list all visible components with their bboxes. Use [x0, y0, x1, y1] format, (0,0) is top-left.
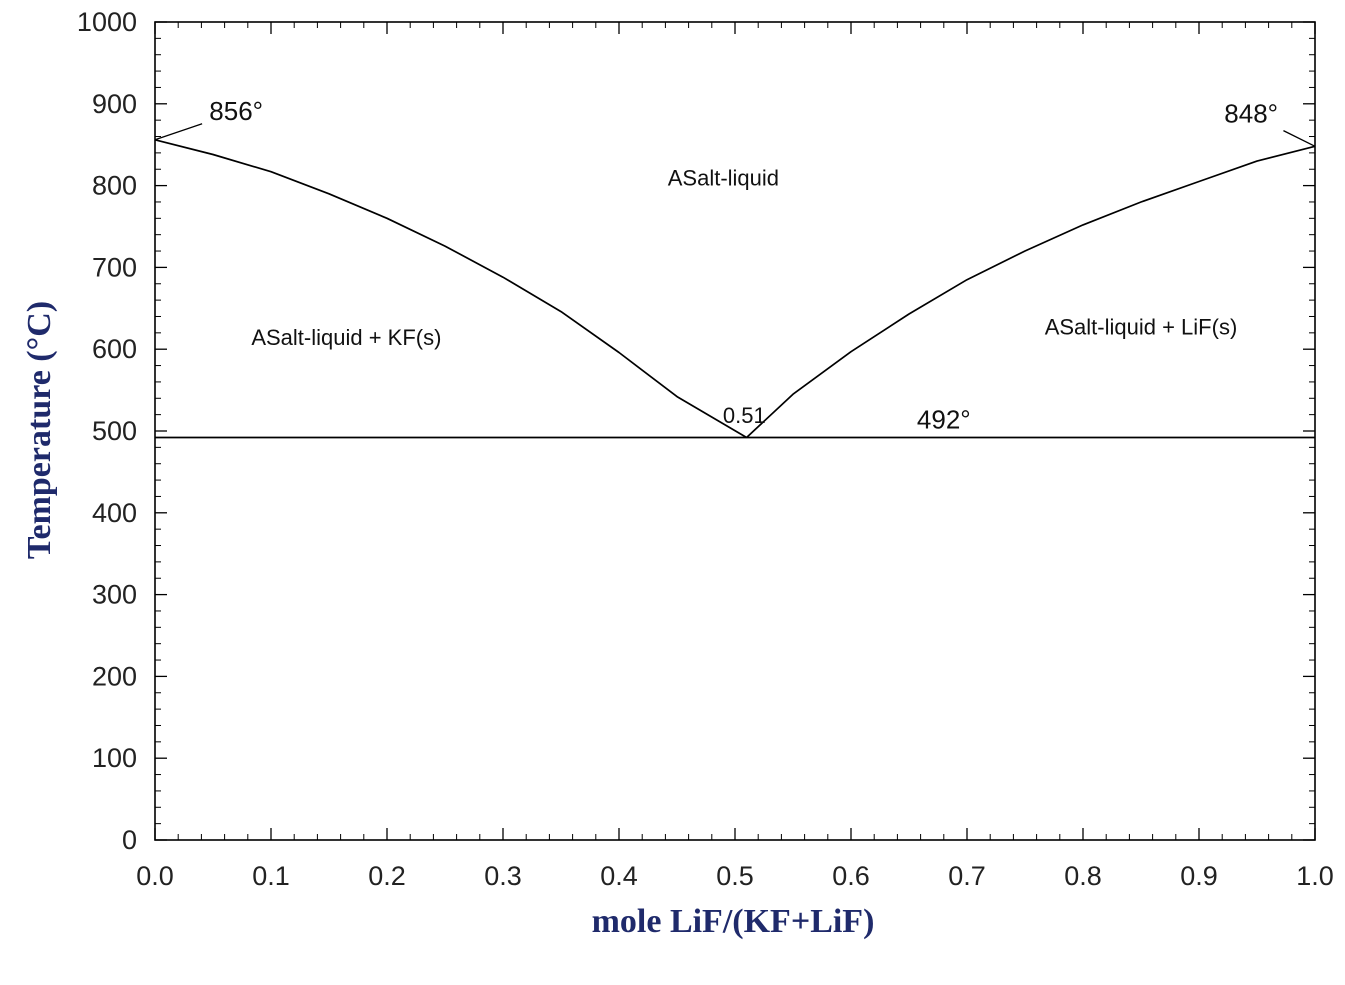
- x-tick-label: 0.9: [1180, 861, 1218, 891]
- series-line-1: [746, 145, 1316, 439]
- region-label: ASalt-liquid: [668, 166, 779, 191]
- y-tick-label: 400: [92, 498, 137, 528]
- y-tick-label: 0: [122, 825, 137, 855]
- x-tick-label: 0.3: [484, 861, 522, 891]
- x-tick-label: 0.1: [252, 861, 290, 891]
- y-tick-label: 600: [92, 334, 137, 364]
- x-tick-label: 0.2: [368, 861, 406, 891]
- annotation-label: 856°: [209, 96, 263, 126]
- y-tick-label: 500: [92, 416, 137, 446]
- x-tick-label: 0.6: [832, 861, 870, 891]
- y-tick-label: 300: [92, 580, 137, 610]
- series-line-0: [154, 138, 748, 439]
- region-label: ASalt-liquid + KF(s): [251, 325, 441, 350]
- labels-layer: ASalt-liquid ASalt-liquid + KF(s) ASalt-li…: [154, 96, 1316, 438]
- series-layer: [154, 138, 1316, 439]
- x-tick-label: 0.4: [600, 861, 638, 891]
- annotation-label: 848°: [1224, 99, 1278, 129]
- x-tick-label: 1.0: [1296, 861, 1334, 891]
- annotation-leader-line: [154, 123, 203, 141]
- annotation-label: 492°: [917, 405, 971, 435]
- y-tick-label: 700: [92, 252, 137, 282]
- y-tick-label: 900: [92, 89, 137, 119]
- annotation-leader-line: [1283, 130, 1316, 147]
- ticks-layer: 0.0 0.1 0.2 0.3 0.4 0.5 0.6 0.7 0.8 0.9 1.0 0 100 200…: [77, 7, 1334, 891]
- y-tick-label: 100: [92, 743, 137, 773]
- y-tick-label: 200: [92, 661, 137, 691]
- region-label: ASalt-liquid + LiF(s): [1045, 314, 1238, 339]
- x-tick-label: 0.8: [1064, 861, 1102, 891]
- x-tick-label: 0.5: [716, 861, 754, 891]
- annotation-label: 0.51: [723, 403, 766, 428]
- y-axis-title: Temperature (°C): [21, 301, 58, 559]
- y-tick-label: 1000: [77, 7, 137, 37]
- y-tick-label: 800: [92, 171, 137, 201]
- x-tick-label: 0.0: [136, 861, 174, 891]
- x-axis-title: mole LiF/(KF+LiF): [592, 903, 875, 940]
- x-tick-label: 0.7: [948, 861, 986, 891]
